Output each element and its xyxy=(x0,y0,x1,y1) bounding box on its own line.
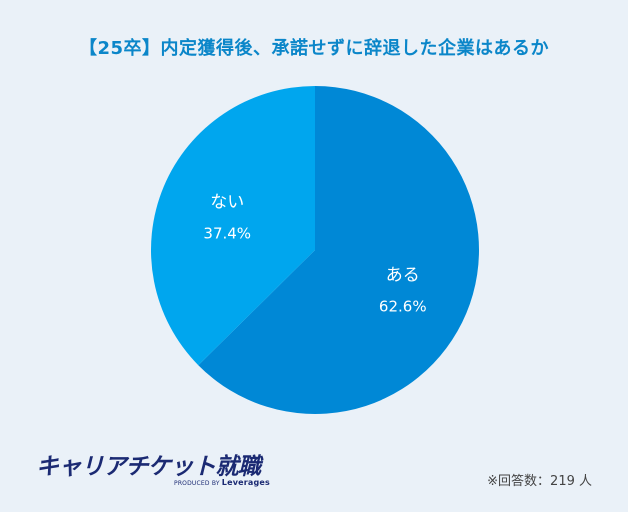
slice-label-2: ない xyxy=(210,192,244,212)
chart-title: 【25卒】内定獲得後、承諾せずに辞退した企業はあるか xyxy=(78,38,550,59)
brand-logo-text: キャリアチケット就職 xyxy=(36,454,261,480)
pie-slice-2 xyxy=(151,86,315,366)
brand-produced-by: PRODUCED BY Leverages xyxy=(174,478,270,487)
response-count: ※回答数：219 人 xyxy=(487,474,592,489)
company-name: Leverages xyxy=(221,478,271,487)
brand-logo: キャリアチケット就職 PRODUCED BY Leverages xyxy=(36,447,276,491)
slice-value-1: 62.6% xyxy=(379,298,427,316)
slice-value-2: 37.4% xyxy=(203,224,251,242)
produced-by-text: PRODUCED BY xyxy=(174,480,220,487)
slice-label-1: ある xyxy=(386,266,420,286)
pie-slice-1 xyxy=(198,86,479,414)
